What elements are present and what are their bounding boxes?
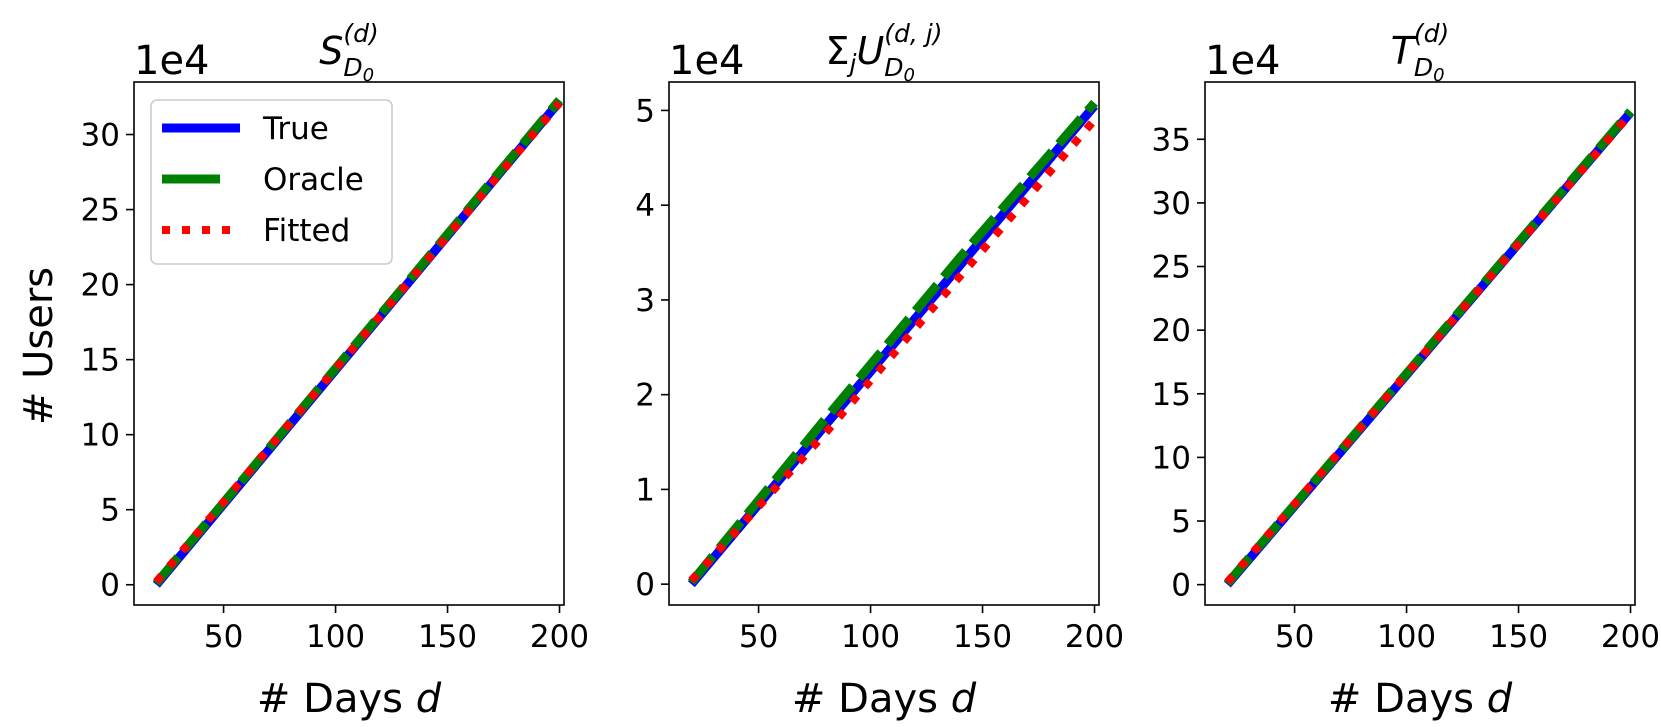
x-axis-label: # Days d bbox=[257, 676, 442, 722]
y-tick-label: 0 bbox=[100, 568, 120, 604]
x-tick-label: 50 bbox=[204, 619, 243, 655]
axes-frame bbox=[1204, 81, 1636, 606]
y-tick-label: 15 bbox=[81, 343, 120, 379]
y-tick-label: 20 bbox=[81, 268, 120, 304]
series-line-fitted bbox=[688, 117, 1098, 584]
subplot-title-subscript: D0 bbox=[343, 53, 374, 86]
axes-frame bbox=[133, 81, 565, 606]
y-scale-label: 1e4 bbox=[134, 38, 210, 84]
series-line-fitted bbox=[1224, 111, 1634, 585]
y-tick-label: 35 bbox=[1152, 122, 1191, 158]
x-tick-label: 200 bbox=[1065, 619, 1124, 655]
subplot-3: 50 100 150 200 0 5 10 15 20 25 30 35 1e4 T(d)D0 # Days… bbox=[1152, 19, 1661, 722]
series-line-oracle bbox=[687, 99, 1098, 586]
legend: True Oracle Fitted bbox=[150, 99, 393, 265]
y-tick-label: 5 bbox=[1171, 504, 1191, 540]
y-tick-label: 20 bbox=[1152, 313, 1191, 349]
series-group bbox=[1223, 108, 1634, 588]
y-tick-label: 5 bbox=[100, 493, 120, 529]
y-tick-label: 30 bbox=[81, 118, 120, 154]
x-tick-label: 200 bbox=[1601, 619, 1660, 655]
subplot-title: S(d) bbox=[319, 19, 379, 73]
y-tick-label: 15 bbox=[1152, 377, 1191, 413]
y-tick-label: 10 bbox=[81, 418, 120, 454]
x-axis-label: # Days d bbox=[792, 676, 977, 722]
series-group bbox=[152, 97, 563, 588]
y-scale-label: 1e4 bbox=[669, 38, 745, 84]
x-tick-label: 100 bbox=[1377, 619, 1436, 655]
subplot-title: T(d) bbox=[1391, 19, 1450, 73]
series-group bbox=[687, 99, 1098, 588]
x-tick-label: 200 bbox=[530, 619, 589, 655]
legend-label-fitted: Fitted bbox=[263, 213, 350, 249]
x-tick-label: 150 bbox=[953, 619, 1012, 655]
y-tick-label: 2 bbox=[635, 378, 655, 414]
axes-frame bbox=[668, 81, 1100, 606]
subplot-2: 50 100 150 200 0 1 2 3 4 5 1e4 ΣjU(d, j)D0 # Days d bbox=[635, 19, 1124, 722]
x-tick-label: 150 bbox=[418, 619, 477, 655]
y-tick-label: 30 bbox=[1152, 186, 1191, 222]
y-tick-label: 5 bbox=[635, 93, 655, 129]
x-tick-label: 100 bbox=[306, 619, 365, 655]
y-tick-label: 10 bbox=[1152, 440, 1191, 476]
y-tick-label: 25 bbox=[81, 193, 120, 229]
x-tick-label: 150 bbox=[1489, 619, 1548, 655]
legend-box bbox=[150, 99, 393, 265]
y-tick-label: 0 bbox=[1171, 568, 1191, 604]
y-tick-label: 25 bbox=[1152, 250, 1191, 286]
y-tick-label: 3 bbox=[635, 283, 655, 319]
subplot-title: ΣjU(d, j) bbox=[825, 19, 942, 78]
x-axis-label: # Days d bbox=[1328, 676, 1513, 722]
subplot-title-subscript: D0 bbox=[884, 53, 915, 86]
x-tick-label: 50 bbox=[1275, 619, 1314, 655]
y-tick-label: 4 bbox=[635, 188, 655, 224]
figure-ylabel: # Users bbox=[16, 267, 62, 425]
subplot-title-subscript: D0 bbox=[1414, 53, 1445, 86]
subplot-1: 50 100 150 200 0 5 10 15 20 25 30 1e4 S(d)D0 # Days d… bbox=[81, 19, 590, 722]
y-tick-label: 1 bbox=[635, 472, 655, 508]
x-tick-label: 100 bbox=[841, 619, 900, 655]
x-tick-label: 50 bbox=[739, 619, 778, 655]
y-scale-label: 1e4 bbox=[1205, 38, 1281, 84]
y-tick-label: 0 bbox=[635, 567, 655, 603]
series-line-fitted bbox=[153, 100, 563, 585]
legend-label-oracle: Oracle bbox=[263, 162, 364, 198]
legend-label-true: True bbox=[262, 111, 329, 147]
